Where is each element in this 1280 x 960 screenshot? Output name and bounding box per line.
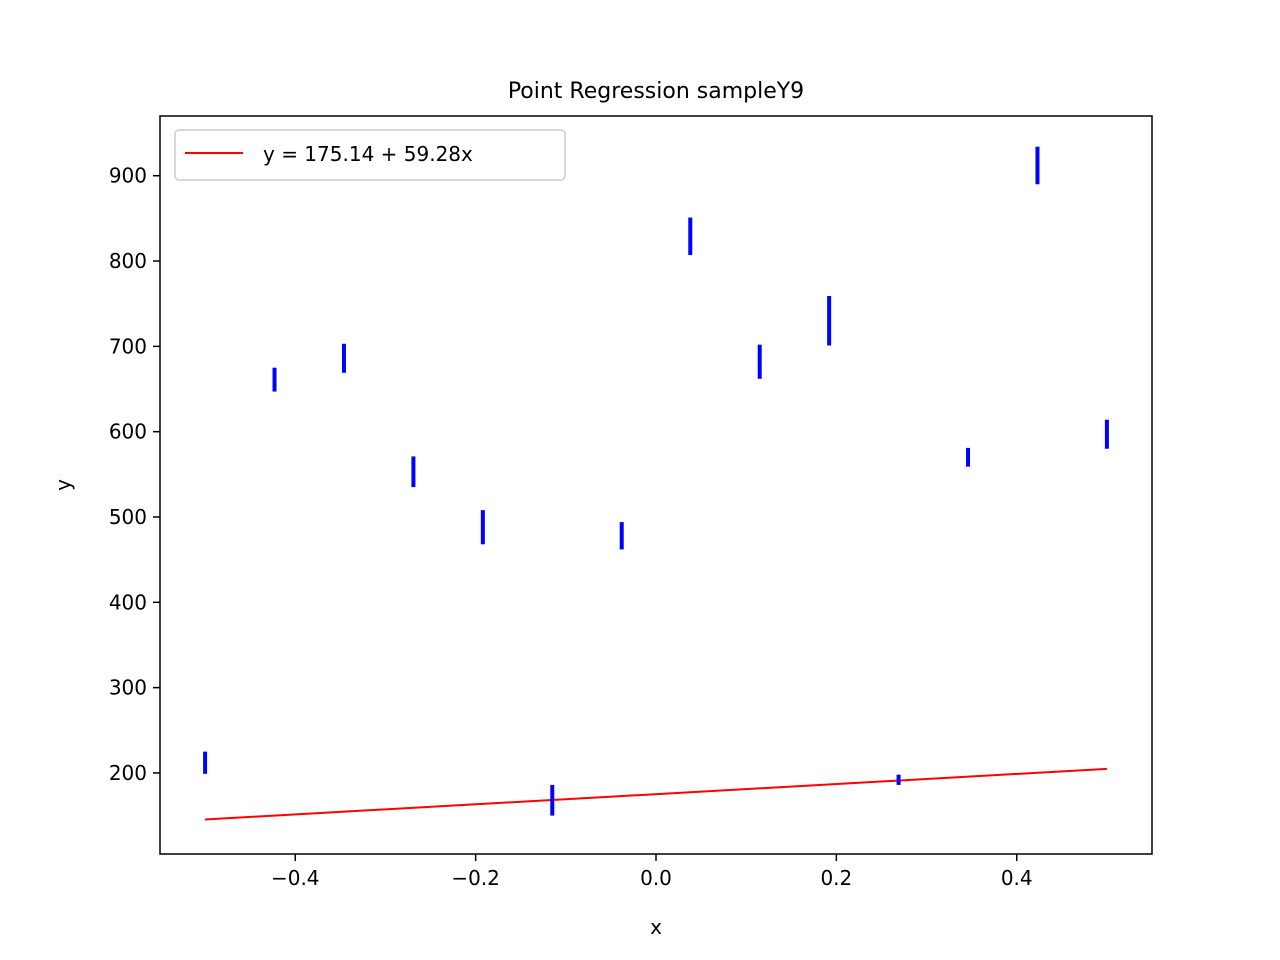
x-tick-label: 0.2 xyxy=(820,866,852,890)
regression-line xyxy=(205,767,1107,821)
x-tick-label: 0.4 xyxy=(1001,866,1033,890)
plot-marks xyxy=(203,146,1109,821)
y-axis-ticks: 200 300 400 500 600 700 800 900 xyxy=(109,164,160,785)
y-tick-label: 900 xyxy=(109,164,147,188)
x-axis-label: x xyxy=(650,915,662,939)
x-tick-label: −0.2 xyxy=(451,866,500,890)
y-tick-label: 200 xyxy=(109,761,147,785)
y-tick-label: 800 xyxy=(109,249,147,273)
x-tick-label: 0.0 xyxy=(640,866,672,890)
y-tick-label: 700 xyxy=(109,334,147,358)
legend: y = 175.14 + 59.28x xyxy=(174,129,566,181)
y-tick-label: 500 xyxy=(109,505,147,529)
x-tick-label: −0.4 xyxy=(271,866,320,890)
y-tick-label: 300 xyxy=(109,676,147,700)
y-tick-label: 400 xyxy=(109,590,147,614)
y-tick-label: 600 xyxy=(109,420,147,444)
x-axis-ticks: −0.4 −0.2 0.0 0.2 0.4 xyxy=(271,854,1033,890)
y-axis-label: y xyxy=(51,479,75,491)
legend-box xyxy=(174,129,566,181)
legend-entry-regression: y = 175.14 + 59.28x xyxy=(263,142,473,166)
chart-title: Point Regression sampleY9 xyxy=(508,79,804,104)
